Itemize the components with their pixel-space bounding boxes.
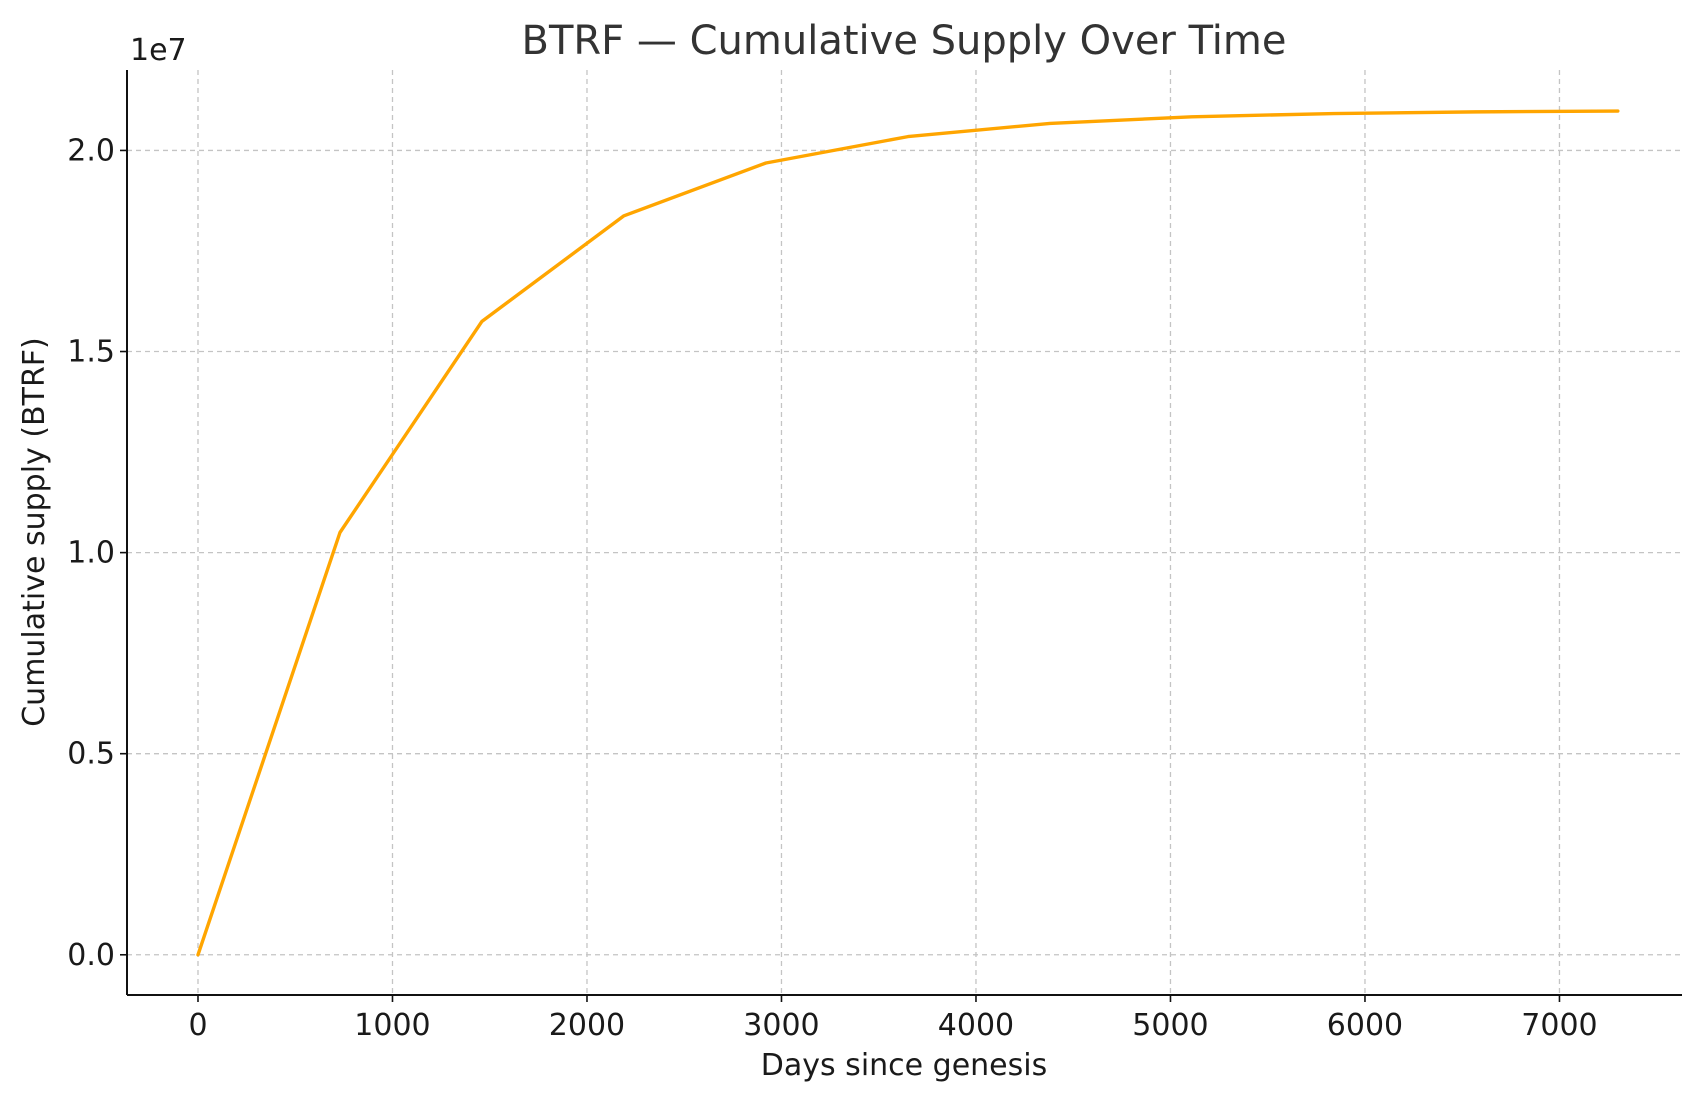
y-tick-label: 1.0 [67,536,115,571]
y-tick-label: 0.5 [67,737,115,772]
grid-lines [127,70,1682,995]
series-layer [196,109,1620,957]
x-axis-label: Days since genesis [761,1048,1047,1083]
y-axis-label: Cumulative supply (BTRF) [17,337,52,727]
chart-title: BTRF — Cumulative Supply Over Time [522,18,1287,64]
x-axis-ticks: 0 1000 2000 3000 4000 5000 6000 7000 [188,995,1598,1043]
x-tick-label: 4000 [938,1008,1014,1043]
y-axis-offset-label: 1e7 [130,33,187,68]
y-axis-ticks: 0.0 0.5 1.0 1.5 2.0 [67,133,127,973]
x-tick-label: 1000 [354,1008,430,1043]
x-tick-label: 2000 [549,1008,625,1043]
y-tick-label: 2.0 [67,133,115,168]
y-tick-label: 1.5 [67,335,115,370]
x-tick-label: 7000 [1521,1008,1597,1043]
x-tick-label: 0 [188,1008,207,1043]
x-tick-label: 3000 [743,1008,819,1043]
axes [126,70,1682,996]
supply-series-line [196,109,1620,957]
x-tick-label: 5000 [1132,1008,1208,1043]
y-tick-label: 0.0 [67,938,115,973]
x-tick-label: 6000 [1327,1008,1403,1043]
